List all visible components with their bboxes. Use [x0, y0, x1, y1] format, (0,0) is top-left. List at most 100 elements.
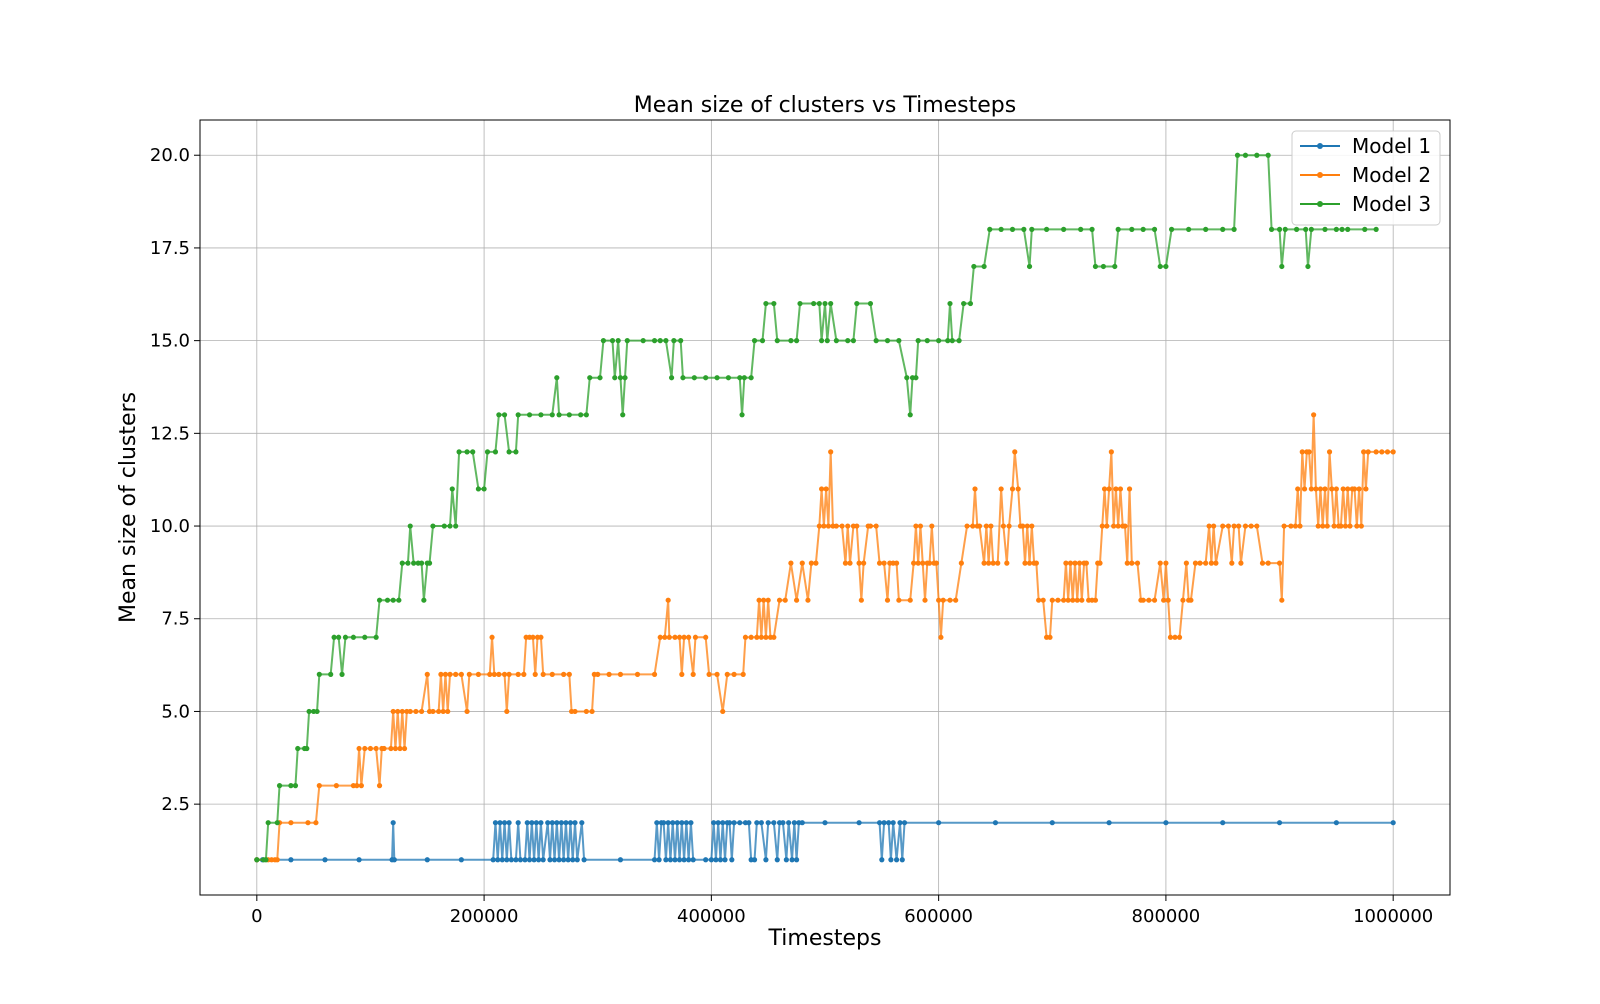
data-point	[1313, 486, 1319, 492]
data-point	[662, 634, 668, 640]
data-point	[1106, 486, 1112, 492]
data-point	[407, 708, 413, 715]
data-point	[526, 857, 533, 863]
data-point	[1092, 263, 1099, 270]
data-point	[1124, 560, 1130, 566]
data-point	[1293, 226, 1300, 232]
data-point	[401, 745, 408, 752]
data-point	[896, 597, 902, 603]
data-point	[717, 857, 724, 863]
data-point	[481, 486, 487, 492]
data-point	[513, 449, 519, 455]
data-point	[897, 820, 903, 826]
data-point	[913, 375, 919, 381]
data-point	[475, 671, 482, 677]
data-point	[1234, 152, 1241, 158]
data-point	[491, 671, 497, 677]
data-point	[816, 523, 822, 529]
data-point	[782, 597, 788, 603]
data-point	[1342, 523, 1349, 529]
data-point	[376, 597, 383, 603]
data-point	[714, 375, 720, 381]
x-tick-label: 400000	[677, 906, 746, 927]
data-point	[1067, 560, 1074, 566]
data-point	[1115, 523, 1121, 529]
data-point	[458, 671, 464, 677]
data-point	[690, 857, 696, 863]
data-point	[754, 820, 760, 826]
y-axis-label: Mean size of clusters	[116, 392, 141, 623]
data-point	[1354, 523, 1360, 529]
data-point	[1188, 597, 1194, 603]
data-point	[508, 857, 514, 863]
data-point	[1000, 523, 1007, 529]
data-point	[713, 857, 719, 863]
data-point	[362, 634, 368, 640]
data-point	[1029, 226, 1035, 232]
data-point	[470, 449, 476, 455]
data-point	[737, 375, 743, 381]
data-point	[970, 523, 976, 529]
data-point	[805, 597, 811, 603]
data-point	[1311, 412, 1317, 418]
data-point	[322, 857, 328, 863]
data-point	[447, 671, 453, 677]
data-point	[1183, 560, 1189, 566]
data-point	[924, 338, 930, 344]
data-point	[657, 338, 663, 344]
data-point	[765, 597, 771, 603]
data-point	[683, 820, 689, 826]
data-point	[861, 560, 867, 566]
data-point	[1220, 226, 1226, 232]
data-point	[676, 857, 683, 863]
data-point	[336, 634, 342, 640]
data-point	[1083, 560, 1089, 566]
data-point	[1129, 226, 1135, 232]
data-point	[1165, 597, 1171, 603]
data-point	[873, 523, 879, 529]
data-point	[828, 449, 834, 455]
data-point	[873, 338, 879, 344]
data-point	[430, 708, 436, 715]
data-point	[818, 486, 825, 492]
data-point	[1061, 226, 1067, 232]
data-point	[464, 708, 470, 715]
data-point	[1009, 486, 1016, 492]
data-point	[1373, 226, 1379, 232]
data-point	[663, 338, 669, 344]
data-point	[288, 820, 294, 826]
data-point	[496, 412, 502, 418]
data-point	[538, 634, 544, 640]
data-point	[496, 671, 502, 677]
data-point	[1172, 634, 1178, 640]
data-point	[579, 820, 585, 826]
data-point	[556, 412, 562, 418]
data-point	[524, 820, 530, 826]
data-point	[686, 857, 692, 863]
data-point	[1365, 449, 1371, 455]
data-point	[376, 783, 383, 789]
data-point	[440, 708, 446, 715]
data-point	[780, 820, 786, 826]
data-point	[441, 523, 447, 529]
data-point	[774, 338, 780, 344]
data-point	[549, 820, 555, 826]
data-point	[665, 597, 671, 603]
data-point	[634, 671, 641, 677]
data-point	[1326, 449, 1333, 455]
data-point	[821, 523, 827, 529]
data-point	[947, 300, 953, 307]
y-tick-label: 17.5	[150, 238, 190, 259]
data-point	[788, 560, 794, 566]
data-point	[515, 820, 521, 826]
data-point	[915, 338, 921, 344]
data-point	[888, 857, 894, 863]
data-point	[395, 708, 401, 715]
data-point	[373, 634, 379, 640]
data-point	[813, 560, 819, 566]
data-point	[396, 597, 402, 603]
data-point	[783, 857, 789, 863]
data-point	[945, 338, 951, 344]
data-point	[1036, 597, 1042, 603]
data-point	[667, 857, 674, 863]
